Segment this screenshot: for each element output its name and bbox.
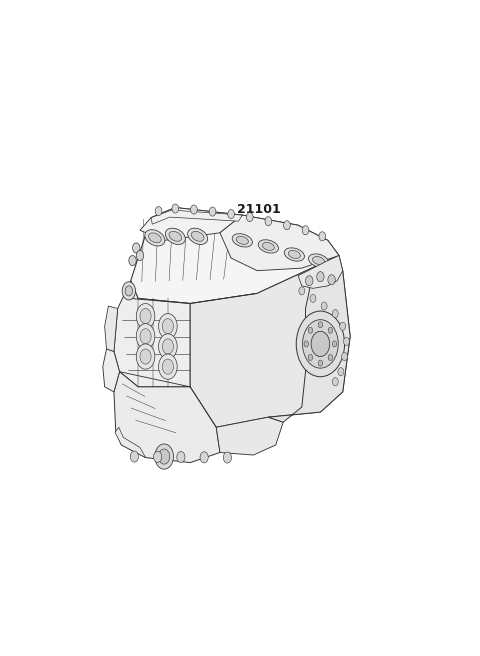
Circle shape	[318, 321, 323, 328]
Circle shape	[332, 310, 338, 318]
Circle shape	[158, 354, 177, 379]
Circle shape	[284, 220, 290, 230]
Polygon shape	[103, 349, 120, 392]
Circle shape	[136, 304, 155, 329]
Circle shape	[125, 286, 132, 296]
Circle shape	[344, 337, 349, 346]
Polygon shape	[105, 306, 118, 352]
Circle shape	[155, 207, 162, 216]
Circle shape	[177, 451, 185, 462]
Polygon shape	[190, 255, 350, 427]
Text: 21101: 21101	[237, 203, 281, 216]
Polygon shape	[115, 427, 145, 458]
Circle shape	[342, 352, 348, 361]
Circle shape	[308, 354, 312, 361]
Circle shape	[317, 272, 324, 282]
Ellipse shape	[165, 228, 185, 245]
Polygon shape	[114, 372, 220, 462]
Circle shape	[321, 302, 327, 310]
Polygon shape	[140, 207, 242, 240]
Ellipse shape	[148, 233, 161, 243]
Ellipse shape	[312, 256, 324, 264]
Circle shape	[172, 204, 179, 213]
Polygon shape	[268, 260, 350, 422]
Circle shape	[302, 226, 309, 235]
Circle shape	[310, 295, 316, 302]
Circle shape	[332, 378, 338, 386]
Circle shape	[340, 322, 346, 330]
Polygon shape	[114, 281, 190, 387]
Circle shape	[162, 359, 173, 374]
Circle shape	[162, 319, 173, 334]
Circle shape	[140, 308, 151, 323]
Circle shape	[158, 334, 177, 359]
Circle shape	[296, 311, 345, 377]
Circle shape	[200, 452, 208, 463]
Circle shape	[328, 275, 335, 285]
Ellipse shape	[262, 243, 275, 251]
Circle shape	[328, 354, 333, 361]
Circle shape	[223, 452, 231, 463]
Circle shape	[191, 205, 197, 214]
Ellipse shape	[145, 230, 165, 246]
Circle shape	[158, 314, 177, 339]
Polygon shape	[151, 210, 242, 224]
Circle shape	[304, 341, 309, 347]
Polygon shape	[131, 207, 339, 304]
Circle shape	[302, 319, 338, 368]
Circle shape	[265, 216, 272, 226]
Circle shape	[154, 451, 162, 462]
Ellipse shape	[188, 228, 208, 245]
Ellipse shape	[284, 248, 304, 261]
Circle shape	[132, 243, 140, 253]
Circle shape	[299, 287, 305, 295]
Circle shape	[305, 276, 313, 286]
Circle shape	[122, 282, 135, 300]
Circle shape	[129, 255, 136, 266]
Circle shape	[338, 367, 344, 376]
Polygon shape	[220, 215, 339, 271]
Circle shape	[140, 349, 151, 364]
Circle shape	[140, 329, 151, 344]
Ellipse shape	[236, 236, 248, 245]
Circle shape	[136, 251, 144, 260]
Circle shape	[155, 444, 173, 469]
Ellipse shape	[288, 251, 300, 258]
Ellipse shape	[309, 254, 329, 267]
Circle shape	[130, 451, 139, 462]
Ellipse shape	[192, 232, 204, 241]
Circle shape	[318, 360, 323, 366]
Polygon shape	[216, 417, 283, 455]
Circle shape	[158, 449, 170, 464]
Ellipse shape	[232, 234, 252, 247]
Circle shape	[308, 327, 312, 333]
Circle shape	[228, 209, 234, 218]
Ellipse shape	[258, 239, 278, 253]
Circle shape	[209, 207, 216, 216]
Ellipse shape	[169, 232, 181, 241]
Circle shape	[136, 323, 155, 349]
Polygon shape	[298, 255, 343, 289]
Circle shape	[328, 327, 333, 333]
Circle shape	[332, 341, 337, 347]
Circle shape	[319, 232, 325, 241]
Circle shape	[162, 339, 173, 354]
Circle shape	[246, 213, 253, 222]
Circle shape	[136, 344, 155, 369]
Circle shape	[311, 331, 330, 357]
